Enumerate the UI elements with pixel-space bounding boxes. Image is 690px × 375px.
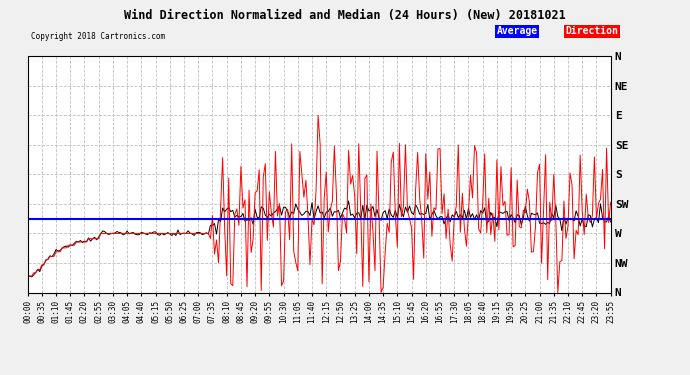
Text: Average: Average: [497, 26, 538, 36]
Text: Copyright 2018 Cartronics.com: Copyright 2018 Cartronics.com: [31, 32, 165, 41]
Text: Wind Direction Normalized and Median (24 Hours) (New) 20181021: Wind Direction Normalized and Median (24…: [124, 9, 566, 22]
Text: Direction: Direction: [566, 26, 619, 36]
